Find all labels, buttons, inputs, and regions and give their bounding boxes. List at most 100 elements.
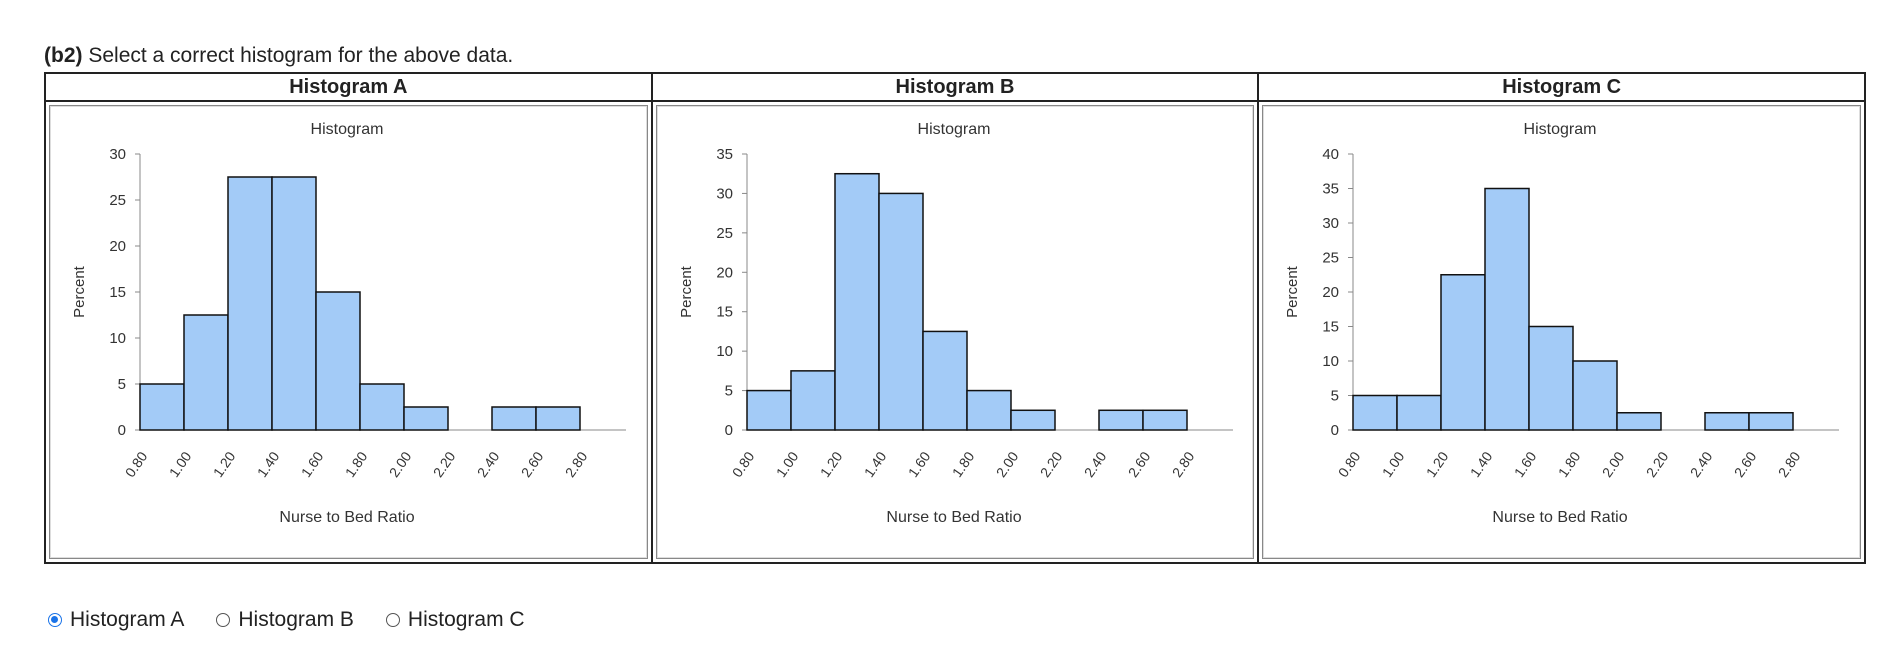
- histogram-bar: [921, 330, 968, 431]
- y-tick-label: 10: [716, 343, 733, 360]
- histogram-bar: [789, 370, 836, 431]
- y-tick-label: 5: [724, 383, 732, 400]
- option-histogram-c[interactable]: Histogram C: [385, 608, 525, 632]
- x-tick-label: 1.40: [254, 448, 283, 480]
- histogram-bar: [315, 291, 361, 431]
- x-tick-label: 2.60: [1731, 448, 1760, 480]
- x-axis-label: Nurse to Bed Ratio: [279, 509, 414, 526]
- x-tick-label: 2.60: [1124, 448, 1153, 480]
- x-tick-label: 1.00: [166, 448, 195, 480]
- y-tick-label: 25: [109, 192, 126, 209]
- histogram-bar: [1141, 409, 1188, 431]
- histogram-bar: [1097, 409, 1144, 431]
- y-tick-label: 30: [1323, 215, 1340, 232]
- histogram-bar: [227, 176, 273, 431]
- radio-histogram-b[interactable]: [216, 613, 231, 627]
- option-histogram-b[interactable]: Histogram B: [216, 608, 354, 632]
- y-tick-label: 15: [1323, 319, 1340, 336]
- y-tick-label: 25: [716, 225, 733, 242]
- histogram-bar: [183, 314, 229, 431]
- question-number: (b2): [44, 44, 83, 67]
- answer-choices: Histogram A Histogram B Histogram C: [48, 608, 525, 632]
- x-tick-label: 2.40: [1687, 448, 1716, 480]
- column-header-c: Histogram C: [1257, 72, 1866, 102]
- histogram-bar: [1616, 412, 1663, 431]
- x-tick-label: 2.80: [1168, 448, 1197, 480]
- radio-histogram-a[interactable]: [48, 613, 62, 627]
- cell-histogram-a: Histogram 0 5 10 15 20 25 30 Percent 0.80 1.00 1.20…: [44, 100, 653, 564]
- option-histogram-a[interactable]: Histogram A: [48, 608, 184, 632]
- x-tick-label: 1.60: [904, 448, 933, 480]
- chart-title: Histogram: [311, 121, 384, 138]
- option-label-a: Histogram A: [70, 608, 185, 631]
- histogram-b-chart: Histogram 0 5 10 15 20 25 30 35 Percent 0.80 1.00 1.…: [678, 121, 1233, 526]
- option-label-c: Histogram C: [407, 608, 525, 631]
- chart-title: Histogram: [1524, 121, 1597, 138]
- question-text: (b2) Select a correct histogram for the …: [44, 44, 513, 68]
- x-tick-label: 2.60: [518, 448, 547, 480]
- x-tick-label: 1.20: [1423, 448, 1452, 480]
- x-tick-label: 1.00: [772, 448, 801, 480]
- y-axis-label: Percent: [71, 265, 88, 318]
- histogram-bar: [1572, 360, 1619, 431]
- histogram-bar: [403, 406, 449, 431]
- chart-frame-c: Histogram 0 5 10 15 20 25 30 35 40 Percent 0.80 1.00…: [1262, 105, 1861, 559]
- y-tick-label: 35: [1323, 181, 1340, 198]
- y-axis-label: Percent: [678, 265, 695, 318]
- x-tick-label: 2.00: [1599, 448, 1628, 480]
- y-tick-label: 10: [109, 330, 126, 347]
- histogram-bar: [1748, 412, 1795, 431]
- x-tick-label: 2.20: [430, 448, 459, 480]
- x-axis-label: Nurse to Bed Ratio: [1493, 509, 1628, 526]
- cell-histogram-c: Histogram 0 5 10 15 20 25 30 35 40 Percent 0.80 1.00…: [1257, 100, 1866, 564]
- option-label-b: Histogram B: [238, 608, 354, 631]
- y-tick-label: 0: [724, 422, 732, 439]
- y-tick-label: 0: [118, 422, 126, 439]
- y-tick-label: 20: [109, 238, 126, 255]
- y-tick-label: 20: [1323, 284, 1340, 301]
- y-tick-label: 15: [716, 304, 733, 321]
- x-tick-label: 1.20: [210, 448, 239, 480]
- chart-frame-b: Histogram 0 5 10 15 20 25 30 35 Percent 0.80 1.00 1.…: [655, 105, 1255, 559]
- x-tick-label: 1.60: [298, 448, 327, 480]
- histogram-bar: [1396, 394, 1443, 431]
- y-tick-label: 30: [716, 185, 733, 202]
- x-axis-label: Nurse to Bed Ratio: [886, 509, 1021, 526]
- histogram-bar: [1352, 394, 1399, 431]
- x-tick-label: 1.20: [816, 448, 845, 480]
- x-tick-label: 1.00: [1379, 448, 1408, 480]
- y-tick-label: 15: [109, 284, 126, 301]
- histogram-bar: [139, 383, 185, 431]
- histogram-bar: [271, 176, 317, 431]
- histogram-bar: [1528, 325, 1575, 431]
- x-tick-label: 2.40: [474, 448, 503, 480]
- y-tick-label: 30: [109, 146, 126, 163]
- x-tick-label: 2.80: [562, 448, 591, 480]
- question-prompt: Select a correct histogram for the above…: [88, 44, 514, 67]
- x-tick-label: 1.80: [342, 448, 371, 480]
- column-header-a: Histogram A: [44, 72, 653, 102]
- x-tick-label: 2.80: [1775, 448, 1804, 480]
- radio-histogram-c[interactable]: [385, 613, 400, 627]
- histogram-bar: [877, 192, 924, 431]
- histogram-bar: [833, 172, 880, 431]
- histogram-bar: [359, 383, 405, 431]
- y-tick-label: 0: [1331, 422, 1339, 439]
- y-tick-label: 40: [1323, 146, 1340, 163]
- y-axis-label: Percent: [1284, 265, 1301, 318]
- x-tick-label: 0.80: [1335, 448, 1364, 480]
- histogram-a-chart: Histogram 0 5 10 15 20 25 30 Percent 0.80 1.00 1.20…: [71, 121, 626, 526]
- y-tick-label: 25: [1323, 250, 1340, 267]
- histogram-bar: [1484, 187, 1531, 431]
- x-tick-label: 2.00: [992, 448, 1021, 480]
- x-tick-label: 2.20: [1643, 448, 1672, 480]
- histogram-table: Histogram A Histogram B Histogram C Hist…: [44, 72, 1866, 564]
- x-tick-label: 1.80: [948, 448, 977, 480]
- histogram-bar: [965, 389, 1012, 431]
- column-header-b: Histogram B: [650, 72, 1260, 102]
- y-tick-label: 5: [1331, 388, 1339, 405]
- x-tick-label: 1.40: [1467, 448, 1496, 480]
- x-tick-label: 1.40: [860, 448, 889, 480]
- histogram-c-chart: Histogram 0 5 10 15 20 25 30 35 40 Percent 0.80 1.00…: [1284, 121, 1840, 526]
- y-tick-label: 5: [118, 376, 126, 393]
